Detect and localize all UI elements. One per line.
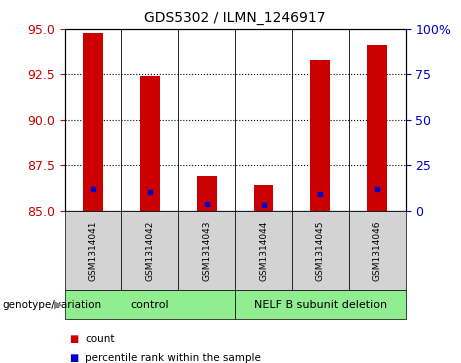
- Text: GSM1314042: GSM1314042: [145, 220, 154, 281]
- Bar: [197, 176, 217, 211]
- Text: count: count: [85, 334, 115, 344]
- Bar: [140, 76, 160, 211]
- Bar: [367, 45, 387, 211]
- Text: GSM1314043: GSM1314043: [202, 220, 211, 281]
- Bar: [254, 185, 273, 211]
- Bar: [83, 33, 103, 211]
- Text: ■: ■: [69, 334, 78, 344]
- Title: GDS5302 / ILMN_1246917: GDS5302 / ILMN_1246917: [144, 11, 326, 25]
- Text: GSM1314045: GSM1314045: [316, 220, 325, 281]
- Text: GSM1314041: GSM1314041: [89, 220, 97, 281]
- Text: NELF B subunit deletion: NELF B subunit deletion: [254, 300, 387, 310]
- Text: percentile rank within the sample: percentile rank within the sample: [85, 352, 261, 363]
- Text: GSM1314046: GSM1314046: [373, 220, 382, 281]
- Bar: [310, 60, 331, 211]
- Text: genotype/variation: genotype/variation: [2, 300, 101, 310]
- Text: GSM1314044: GSM1314044: [259, 220, 268, 281]
- Text: ▶: ▶: [54, 300, 62, 310]
- Text: control: control: [130, 300, 169, 310]
- Text: ■: ■: [69, 352, 78, 363]
